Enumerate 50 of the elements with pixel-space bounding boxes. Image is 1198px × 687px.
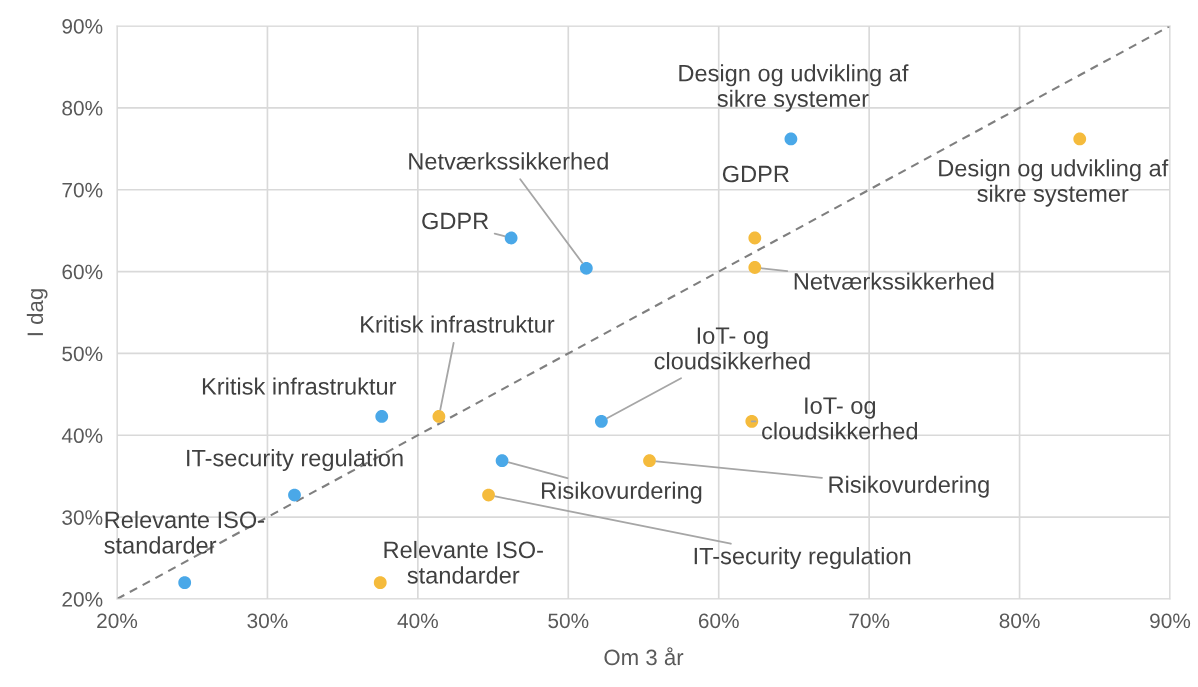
y-tick-label: 90% bbox=[62, 19, 103, 34]
point bbox=[482, 488, 495, 502]
x-tick-label: 50% bbox=[548, 613, 589, 629]
point bbox=[432, 410, 446, 423]
point bbox=[495, 454, 509, 468]
annotation: Risikovurdering bbox=[829, 475, 989, 498]
annotation: Design og udvikling af sikre systemer bbox=[939, 159, 1169, 207]
annotation: Netværkssikkerhed bbox=[409, 152, 608, 170]
point bbox=[375, 410, 389, 423]
x-tick-label: 20% bbox=[97, 613, 138, 629]
y-tick-label: 60% bbox=[62, 264, 103, 280]
x-tick-label: 60% bbox=[698, 613, 739, 629]
y-axis-title: I dag bbox=[26, 289, 48, 336]
point bbox=[745, 414, 759, 428]
x-tick-label: 90% bbox=[1150, 613, 1191, 629]
annotation: GDPR bbox=[722, 165, 789, 183]
x-tick-label: 80% bbox=[999, 613, 1040, 629]
annotation: Relevante ISO- standarder bbox=[384, 540, 543, 584]
x-tick-label: 30% bbox=[247, 613, 288, 629]
point bbox=[1073, 132, 1087, 146]
y-tick-label: 30% bbox=[62, 510, 103, 525]
y-tick-label: 20% bbox=[62, 592, 103, 607]
annotation: Relevante ISO- standarder bbox=[104, 510, 265, 554]
point bbox=[784, 132, 798, 146]
x-tick-label: 40% bbox=[397, 613, 438, 629]
y-tick-label: 70% bbox=[62, 182, 103, 198]
point bbox=[373, 576, 387, 590]
point bbox=[178, 576, 192, 590]
x-tick-label: 70% bbox=[849, 613, 890, 629]
annotation: GDPR bbox=[422, 212, 489, 230]
annotation: Netværkssikkerhed bbox=[794, 272, 994, 290]
x-axis-title: Om 3 år bbox=[604, 647, 684, 666]
y-tick-label: 50% bbox=[62, 346, 103, 362]
annotation: Risikovurdering bbox=[542, 481, 702, 504]
annotation: IT-security regulation bbox=[694, 547, 911, 570]
annotation: IoT- og cloudsikkerhed bbox=[654, 327, 810, 370]
annotation: Kritisk infrastruktur bbox=[202, 377, 397, 395]
annotation: IT-security regulation bbox=[187, 449, 403, 472]
annotation: Design og udvikling af sikre systemer bbox=[679, 64, 909, 112]
point bbox=[579, 261, 593, 275]
point bbox=[748, 261, 762, 274]
point bbox=[288, 488, 301, 502]
annotation: Kritisk infrastruktur bbox=[361, 315, 555, 333]
point bbox=[504, 231, 518, 245]
annotation: IoT- og cloudsikkerhed bbox=[762, 397, 918, 440]
point bbox=[748, 231, 762, 245]
y-tick-label: 40% bbox=[61, 428, 103, 444]
point bbox=[643, 454, 656, 468]
point bbox=[594, 414, 608, 428]
y-tick-label: 80% bbox=[62, 100, 103, 116]
